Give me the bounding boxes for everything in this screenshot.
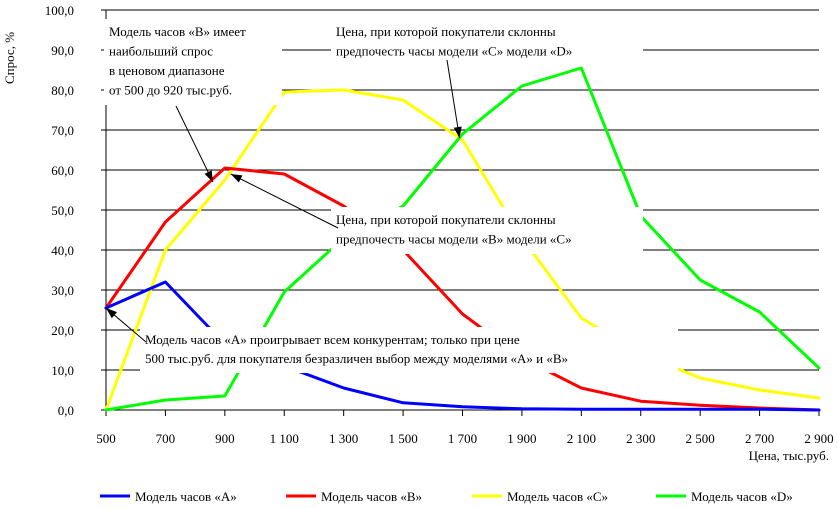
y-tick-label: 100,0 [45, 3, 74, 18]
legend: Модель часов «А» Модель часов «В» Модель ч… [100, 489, 793, 504]
annotation-arrowhead [230, 174, 243, 183]
legend-label: Модель часов «А» [135, 489, 237, 504]
y-tick-label: 20,0 [51, 323, 74, 338]
y-tick-label: 0,0 [58, 403, 74, 418]
annotation-text: 500 тыс.руб. для покупателя безразличен … [145, 351, 568, 366]
x-tick-label: 500 [96, 431, 116, 446]
annotation-text: наибольший спрос [109, 44, 213, 59]
x-tick-label: 1 300 [329, 431, 358, 446]
annotation-text: Модель часов «А» проигрывает всем конкур… [145, 332, 520, 347]
legend-label: Модель часов «С» [507, 489, 608, 504]
annotations: Модель часов «В» имеет наибольший спрос в … [104, 19, 678, 373]
y-tick-label: 60,0 [51, 163, 74, 178]
annotation-text: от 500 до 920 тыс.руб. [109, 83, 232, 98]
y-axis-title: Спрос, % [2, 32, 17, 84]
annotation-arrowhead [453, 126, 462, 138]
y-tick-label: 50,0 [51, 203, 74, 218]
series-line [104, 166, 821, 412]
x-tick-label: 1 500 [388, 431, 417, 446]
x-tick-label: 1 100 [270, 431, 299, 446]
series-line [104, 88, 821, 412]
annotation-arrow-line [175, 105, 214, 183]
annotation-text: предпочесть часы модели «С» модели «D» [336, 44, 572, 59]
x-tick-label: 1 700 [448, 431, 477, 446]
annotation-text: Цена, при которой покупатели склонны [336, 212, 556, 227]
y-tick-label: 30,0 [51, 283, 74, 298]
series-line [104, 66, 821, 412]
annotation-box [104, 19, 282, 105]
x-tick-label: 2 700 [745, 431, 774, 446]
y-tick-label: 70,0 [51, 123, 74, 138]
x-tick-label: 700 [156, 431, 176, 446]
annotation-text: предпочесть часы модели «В» модели «С» [336, 232, 572, 247]
annotation-box [140, 327, 678, 373]
x-tick-label: 2 900 [804, 431, 833, 446]
annotation-arrow-line [230, 173, 339, 229]
y-tick-label: 80,0 [51, 83, 74, 98]
y-tick-label: 40,0 [51, 243, 74, 258]
x-tick-label: 900 [215, 431, 235, 446]
annotation-arrowhead [204, 170, 213, 182]
x-tick-label: 1 900 [507, 431, 536, 446]
x-tick-label: 2 300 [626, 431, 655, 446]
annotation-text: в ценовом диапазоне [109, 63, 225, 78]
y-tick-label: 10,0 [51, 363, 74, 378]
y-tick-label: 90,0 [51, 43, 74, 58]
legend-label: Модель часов «D» [691, 489, 793, 504]
x-ticks: 500 700 900 1 100 1 300 1 500 1 700 1 900 2 100 2… [96, 410, 834, 446]
x-axis-title: Цена, тыс.руб. [749, 448, 829, 463]
x-tick-label: 2 500 [686, 431, 715, 446]
y-ticks: 0,0 10,0 20,0 30,0 40,0 50,0 60,0 70,0 80,0 90,0 1… [45, 3, 106, 418]
annotation-arrowhead [106, 308, 117, 319]
legend-label: Модель часов «В» [321, 489, 422, 504]
annotation-arrow-line [446, 59, 461, 139]
annotation-box [331, 19, 643, 66]
x-tick-label: 2 100 [567, 431, 596, 446]
annotation-box [331, 207, 643, 254]
annotation-text: Модель часов «В» имеет [109, 24, 246, 39]
annotation-text: Цена, при которой покупатели склонны [336, 24, 556, 39]
